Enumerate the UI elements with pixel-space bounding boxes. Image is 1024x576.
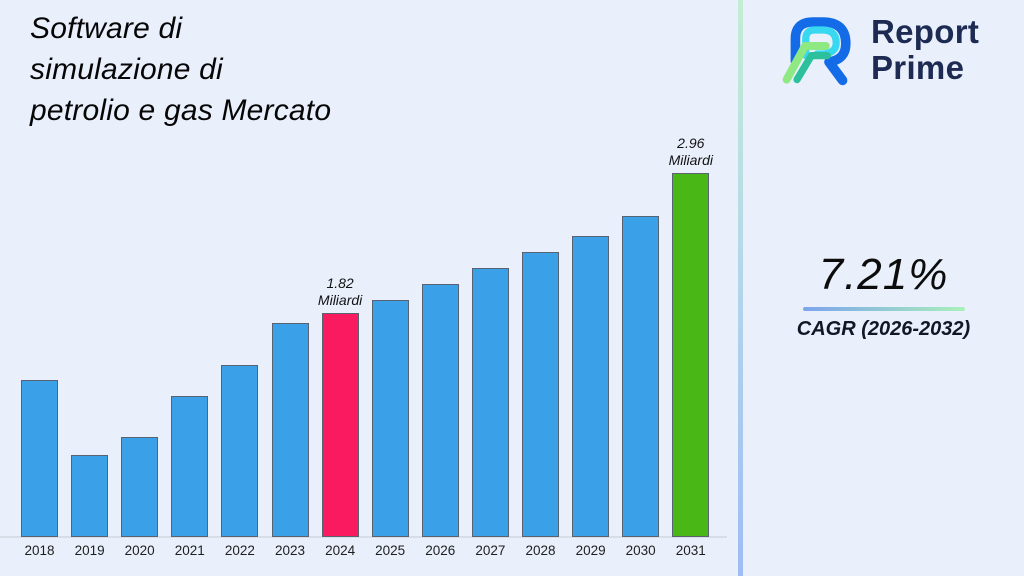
x-axis-label-2023: 2023	[274, 543, 306, 558]
chart-title-line-1: Software di	[30, 12, 183, 45]
bar-2030	[622, 216, 660, 537]
chart-title-line-2: simulazione di	[30, 53, 223, 86]
brand-name-line-1: Report	[871, 13, 980, 50]
annotation-2031: 2.96 Miliardi	[668, 135, 713, 168]
x-axis-label-2027: 2027	[475, 543, 506, 558]
bar-2024	[321, 313, 359, 537]
x-axis-label-2031: 2031	[675, 543, 706, 558]
x-axis-label-2022: 2022	[224, 543, 255, 558]
brand-name: Report Prime	[871, 14, 979, 86]
chart-title-line-3: petrolio e gas Mercato	[30, 94, 332, 127]
bar-2031	[672, 173, 710, 537]
x-axis-label-2028: 2028	[525, 543, 556, 558]
brand-name-line-2: Prime	[871, 49, 965, 86]
bar-2023	[271, 323, 309, 537]
chart-title: Software di simulazione di petrolio e ga…	[30, 8, 331, 131]
bar-2020	[121, 437, 159, 537]
x-axis-label-2024: 2024	[325, 543, 356, 558]
x-axis-label-2026: 2026	[425, 543, 456, 558]
bar-2025	[371, 300, 409, 537]
report-prime-logo-icon	[782, 17, 851, 86]
x-axis-label-2020: 2020	[124, 543, 155, 558]
x-axis-line	[0, 536, 727, 538]
annotation-2024: 1.82 Miliardi	[317, 275, 363, 308]
cagr-block: 7.21% CAGR (2026-2032)	[743, 250, 1024, 341]
bar-2022	[221, 365, 259, 537]
brand-logo: Report Prime	[781, 10, 979, 90]
bar-2021	[171, 396, 209, 537]
cagr-label: CAGR (2026-2032)	[796, 318, 971, 340]
x-axis-label-2018: 2018	[24, 543, 55, 558]
bar-2029	[572, 236, 610, 537]
bar-2026	[421, 284, 459, 537]
bar-2018	[21, 380, 58, 537]
x-axis-label-2019: 2019	[74, 543, 105, 558]
cagr-value: 7.21%	[818, 250, 949, 299]
cagr-underline	[802, 307, 965, 311]
x-axis-label-2025: 2025	[375, 543, 406, 558]
x-axis-label-2030: 2030	[625, 543, 656, 558]
bar-2028	[522, 252, 559, 537]
x-axis-label-2021: 2021	[174, 543, 205, 558]
bar-chart: 2018 2019 2020 2021 2022 2023 2024 2025 2026 2027…	[0, 135, 727, 558]
right-panel: Report Prime 7.21% CAGR (2026-2032)	[743, 0, 1024, 576]
bar-2027	[471, 268, 509, 537]
bar-2019	[71, 455, 109, 537]
panel-divider	[738, 0, 743, 576]
x-axis-label-2029: 2029	[575, 543, 606, 558]
